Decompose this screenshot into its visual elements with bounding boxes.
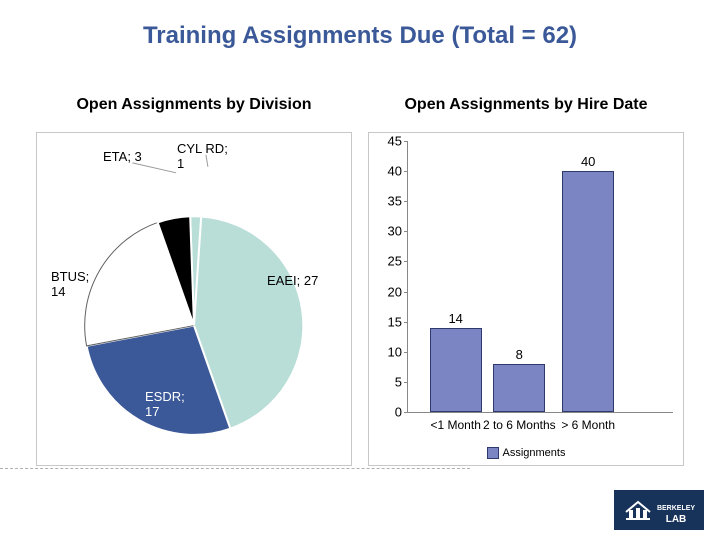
pie-chart-title: Open Assignments by Division — [36, 96, 352, 114]
pie-label-cylrd: CYL RD;1 — [177, 141, 228, 171]
pie-label-btus: BTUS;14 — [51, 269, 89, 299]
bar-chart-title: Open Assignments by Hire Date — [368, 96, 684, 114]
ytick-mark-45 — [404, 141, 408, 142]
bar-category-label-2: > 6 Month — [542, 418, 634, 432]
legend-label: Assignments — [503, 447, 566, 459]
ytick-mark-40 — [404, 171, 408, 172]
svg-text:BERKELEY: BERKELEY — [657, 505, 695, 512]
slide: Training Assignments Due (Total = 62) Op… — [0, 0, 720, 540]
ytick-label-5: 5 — [395, 374, 402, 389]
divider-line — [0, 468, 470, 469]
bar-col-2: 40> 6 Month — [562, 141, 614, 412]
ytick-label-10: 10 — [388, 344, 402, 359]
ytick-mark-5 — [404, 382, 408, 383]
bar-col-1: 82 to 6 Months — [493, 141, 545, 412]
ytick-mark-30 — [404, 231, 408, 232]
ytick-mark-20 — [404, 292, 408, 293]
pie-chart: CYL RD;1 EAEI; 27 ESDR;17 BTUS;14 ETA; 3 — [36, 132, 352, 466]
legend-swatch — [487, 447, 499, 459]
ytick-label-45: 45 — [388, 134, 402, 149]
bar-rect-2: 40 — [562, 171, 614, 412]
pie-leader-eta — [132, 163, 176, 173]
pie-label-esdr: ESDR;17 — [145, 389, 185, 419]
ytick-mark-25 — [404, 261, 408, 262]
ytick-mark-10 — [404, 352, 408, 353]
bar-plot-area: 05101520253035404514<1 Month82 to 6 Mont… — [407, 141, 673, 413]
ytick-label-20: 20 — [388, 284, 402, 299]
ytick-label-40: 40 — [388, 164, 402, 179]
pie-label-eaei: EAEI; 27 — [267, 273, 318, 288]
bar-rect-0: 14 — [430, 328, 482, 412]
bar-chart: 0 5 10 15 20 25 30 35 40 45 14<1 Month82 to 6 Mont… — [368, 132, 684, 466]
bar-panel: Open Assignments by Hire Date 0 5 10 15 20 25… — [368, 96, 684, 466]
ytick-mark-15 — [404, 322, 408, 323]
bar-rect-1: 8 — [493, 364, 545, 412]
bar-value-label-0: 14 — [431, 311, 481, 326]
ytick-label-30: 30 — [388, 224, 402, 239]
svg-text:LAB: LAB — [666, 514, 687, 525]
pie-panel: Open Assignments by Division CYL RD;1 EAE… — [36, 96, 352, 466]
bar-legend: Assignments — [369, 447, 683, 459]
bar-value-label-2: 40 — [563, 154, 613, 169]
ytick-mark-35 — [404, 201, 408, 202]
berkeley-lab-logo: BERKELEY LAB — [614, 490, 704, 530]
ytick-label-25: 25 — [388, 254, 402, 269]
pie-label-eta: ETA; 3 — [103, 149, 142, 164]
bar-col-0: 14<1 Month — [430, 141, 482, 412]
pie-svg — [37, 133, 351, 465]
bar-value-label-1: 8 — [494, 347, 544, 362]
ytick-label-15: 15 — [388, 314, 402, 329]
slide-title: Training Assignments Due (Total = 62) — [0, 22, 720, 50]
ytick-label-0: 0 — [395, 405, 402, 420]
ytick-label-35: 35 — [388, 194, 402, 209]
ytick-mark-0 — [404, 412, 408, 413]
